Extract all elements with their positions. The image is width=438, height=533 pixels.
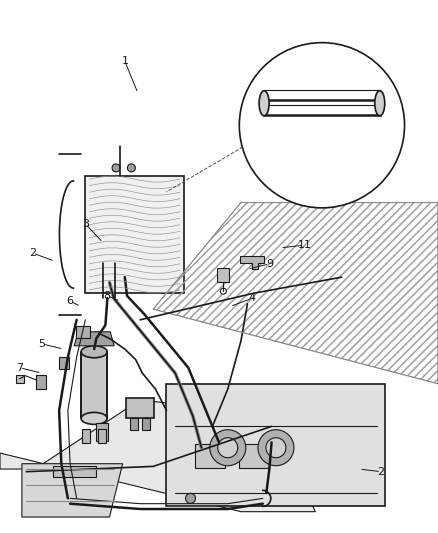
Text: 6: 6 (67, 296, 74, 306)
Text: 7: 7 (16, 363, 23, 373)
Text: 2: 2 (378, 467, 385, 477)
Circle shape (127, 164, 135, 172)
Bar (130, 418, 138, 431)
Text: 5: 5 (38, 339, 45, 349)
Text: 3: 3 (82, 219, 89, 229)
Text: 2: 2 (29, 248, 36, 258)
Polygon shape (240, 256, 264, 269)
Polygon shape (166, 384, 385, 506)
Bar (142, 418, 150, 431)
Polygon shape (74, 332, 114, 346)
Polygon shape (306, 133, 324, 143)
Bar (76, 326, 90, 338)
Bar (16, 375, 24, 383)
Circle shape (239, 43, 405, 208)
Bar (35, 375, 46, 389)
Circle shape (266, 438, 286, 458)
Circle shape (186, 494, 195, 503)
Polygon shape (304, 118, 326, 133)
Ellipse shape (259, 91, 269, 116)
Text: 9: 9 (266, 259, 273, 269)
Polygon shape (85, 176, 184, 293)
Bar (217, 268, 230, 282)
Ellipse shape (81, 413, 107, 424)
Text: 8: 8 (104, 291, 111, 301)
Polygon shape (22, 464, 123, 517)
Polygon shape (53, 466, 96, 477)
Polygon shape (81, 352, 107, 418)
Ellipse shape (375, 91, 385, 116)
Bar (82, 430, 90, 443)
Bar (59, 357, 68, 369)
Bar (239, 443, 269, 468)
Bar (126, 398, 154, 418)
Text: 10: 10 (282, 120, 296, 130)
Text: 1: 1 (121, 56, 128, 66)
Text: 4: 4 (248, 294, 255, 303)
Bar (96, 423, 108, 441)
Bar (98, 430, 106, 443)
Circle shape (210, 430, 246, 466)
Circle shape (218, 438, 238, 458)
Text: 11: 11 (297, 240, 311, 250)
Ellipse shape (81, 346, 107, 358)
Circle shape (112, 164, 120, 172)
Polygon shape (0, 400, 315, 512)
Bar (195, 443, 225, 468)
Circle shape (258, 430, 294, 466)
Circle shape (220, 288, 226, 294)
